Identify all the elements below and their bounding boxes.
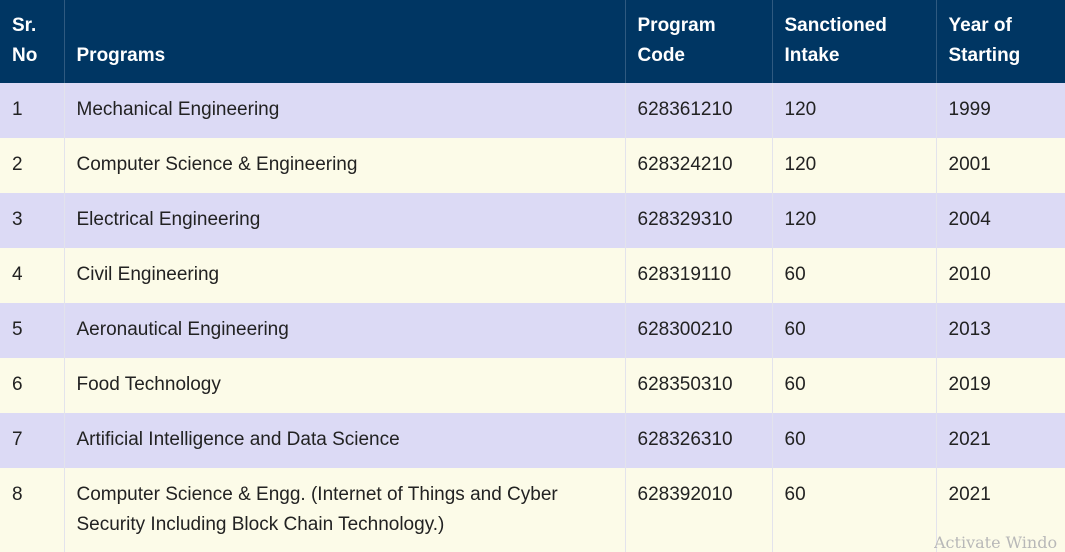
table-row: 4 Civil Engineering 628319110 60 2010: [0, 248, 1065, 303]
cell-intake: 60: [772, 413, 937, 468]
cell-sr: 4: [0, 248, 65, 303]
cell-intake: 60: [772, 358, 937, 413]
header-sr-no: Sr. No: [0, 0, 65, 83]
cell-code: 628300210: [625, 303, 773, 358]
cell-year: 2021: [936, 413, 1065, 468]
cell-year: 2001: [936, 138, 1065, 193]
cell-sr: 8: [0, 468, 65, 552]
table-row: 7 Artificial Intelligence and Data Scien…: [0, 413, 1065, 468]
cell-program: Artificial Intelligence and Data Science: [64, 413, 626, 468]
cell-program: Food Technology: [64, 358, 626, 413]
activate-windows-watermark: Activate Windo: [934, 534, 1058, 552]
cell-year: 2013: [936, 303, 1065, 358]
cell-sr: 1: [0, 83, 65, 138]
table-row: 2 Computer Science & Engineering 6283242…: [0, 138, 1065, 193]
cell-code: 628361210: [625, 83, 773, 138]
cell-program: Electrical Engineering: [64, 193, 626, 248]
cell-program: Aeronautical Engineering: [64, 303, 626, 358]
cell-sr: 2: [0, 138, 65, 193]
cell-intake: 120: [772, 193, 937, 248]
cell-program: Computer Science & Engineering: [64, 138, 626, 193]
cell-intake: 120: [772, 83, 937, 138]
table-row: 1 Mechanical Engineering 628361210 120 1…: [0, 83, 1065, 138]
cell-year: 1999: [936, 83, 1065, 138]
table-row: 8 Computer Science & Engg. (Internet of …: [0, 468, 1065, 552]
cell-program: Civil Engineering: [64, 248, 626, 303]
cell-code: 628392010: [625, 468, 773, 552]
cell-program: Mechanical Engineering: [64, 83, 626, 138]
table-header: Sr. No Programs Program Code Sanctioned Int…: [0, 0, 1065, 83]
table-row: 5 Aeronautical Engineering 628300210 60 …: [0, 303, 1065, 358]
cell-code: 628326310: [625, 413, 773, 468]
cell-sr: 3: [0, 193, 65, 248]
header-row: Sr. No Programs Program Code Sanctioned Int…: [0, 0, 1065, 83]
cell-intake: 60: [772, 248, 937, 303]
cell-intake: 60: [772, 303, 937, 358]
cell-sr: 6: [0, 358, 65, 413]
cell-year: 2004: [936, 193, 1065, 248]
cell-program: Computer Science & Engg. (Internet of Th…: [64, 468, 626, 552]
cell-code: 628329310: [625, 193, 773, 248]
cell-intake: 120: [772, 138, 937, 193]
header-sanctioned-intake: Sanctioned Intake: [772, 0, 937, 83]
program-line: Computer Science & Engg. (Internet of Th…: [76, 484, 558, 505]
cell-code: 628324210: [625, 138, 773, 193]
cell-sr: 5: [0, 303, 65, 358]
header-programs: Programs: [64, 0, 626, 83]
cell-year: 2010: [936, 248, 1065, 303]
table-row: 3 Electrical Engineering 628329310 120 2…: [0, 193, 1065, 248]
program-line: Security Including Block Chain Technolog…: [76, 514, 445, 535]
table-row: 6 Food Technology 628350310 60 2019: [0, 358, 1065, 413]
table-body: 1 Mechanical Engineering 628361210 120 1…: [0, 83, 1065, 552]
cell-intake: 60: [772, 468, 937, 552]
cell-code: 628350310: [625, 358, 773, 413]
header-program-code: Program Code: [625, 0, 773, 83]
cell-sr: 7: [0, 413, 65, 468]
cell-year: 2021: [936, 468, 1065, 552]
header-year-of-starting: Year of Starting: [936, 0, 1065, 83]
cell-year: 2019: [936, 358, 1065, 413]
cell-code: 628319110: [625, 248, 773, 303]
